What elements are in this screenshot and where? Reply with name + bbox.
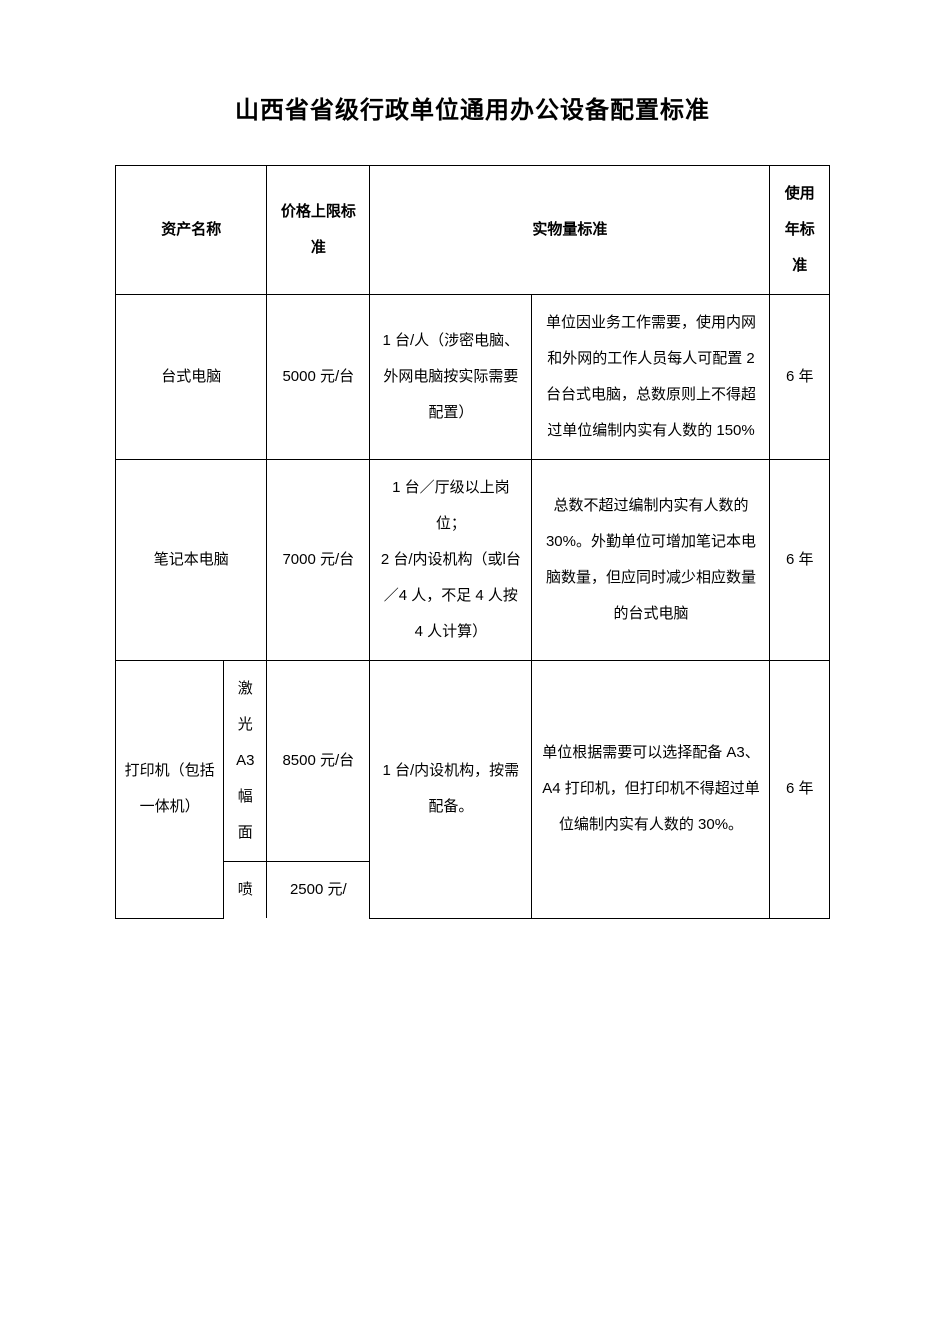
cell-desktop-q1: 1 台/人（涉密电脑、外网电脑按实际需要配置） <box>370 295 532 460</box>
cell-laptop-years: 6 年 <box>770 460 830 661</box>
cell-laptop-price: 7000 元/台 <box>267 460 370 661</box>
table-row: 笔记本电脑 7000 元/台 1 台／厅级以上岗位； 2 台/内设机构（或l台／… <box>116 460 830 661</box>
table-row: 打印机（包括一体机） 激光A3幅面 8500 元/台 1 台/内设机构，按需配备… <box>116 661 830 862</box>
header-asset-name: 资产名称 <box>116 166 267 295</box>
cell-printer-sub1-price: 8500 元/台 <box>267 661 370 862</box>
table-header-row: 资产名称 价格上限标准 实物量标准 使用年标准 <box>116 166 830 295</box>
cell-printer-sub2-name: 喷 <box>224 862 267 919</box>
header-quantity: 实物量标准 <box>370 166 770 295</box>
cell-laptop-q1: 1 台／厅级以上岗位； 2 台/内设机构（或l台／4 人，不足 4 人按 4 人… <box>370 460 532 661</box>
header-years: 使用年标准 <box>770 166 830 295</box>
table-row: 台式电脑 5000 元/台 1 台/人（涉密电脑、外网电脑按实际需要配置） 单位… <box>116 295 830 460</box>
cell-desktop-years: 6 年 <box>770 295 830 460</box>
cell-printer-sub2-price: 2500 元/ <box>267 862 370 919</box>
cell-desktop-price: 5000 元/台 <box>267 295 370 460</box>
cell-printer-name: 打印机（包括一体机） <box>116 661 224 919</box>
standards-table: 资产名称 价格上限标准 实物量标准 使用年标准 台式电脑 5000 元/台 1 … <box>115 165 830 919</box>
cell-desktop-name: 台式电脑 <box>116 295 267 460</box>
cell-printer-q2: 单位根据需要可以选择配备 A3、A4 打印机，但打印机不得超过单位编制内实有人数… <box>532 661 770 919</box>
page-title: 山西省省级行政单位通用办公设备配置标准 <box>115 90 830 125</box>
cell-laptop-q2: 总数不超过编制内实有人数的 30%。外勤单位可增加笔记本电脑数量，但应同时减少相… <box>532 460 770 661</box>
cell-printer-sub1-name: 激光A3幅面 <box>224 661 267 862</box>
header-price: 价格上限标准 <box>267 166 370 295</box>
cell-desktop-q2: 单位因业务工作需要，使用内网和外网的工作人员每人可配置 2 台台式电脑，总数原则… <box>532 295 770 460</box>
cell-laptop-name: 笔记本电脑 <box>116 460 267 661</box>
cell-printer-q1: 1 台/内设机构，按需配备。 <box>370 661 532 919</box>
cell-printer-years: 6 年 <box>770 661 830 919</box>
